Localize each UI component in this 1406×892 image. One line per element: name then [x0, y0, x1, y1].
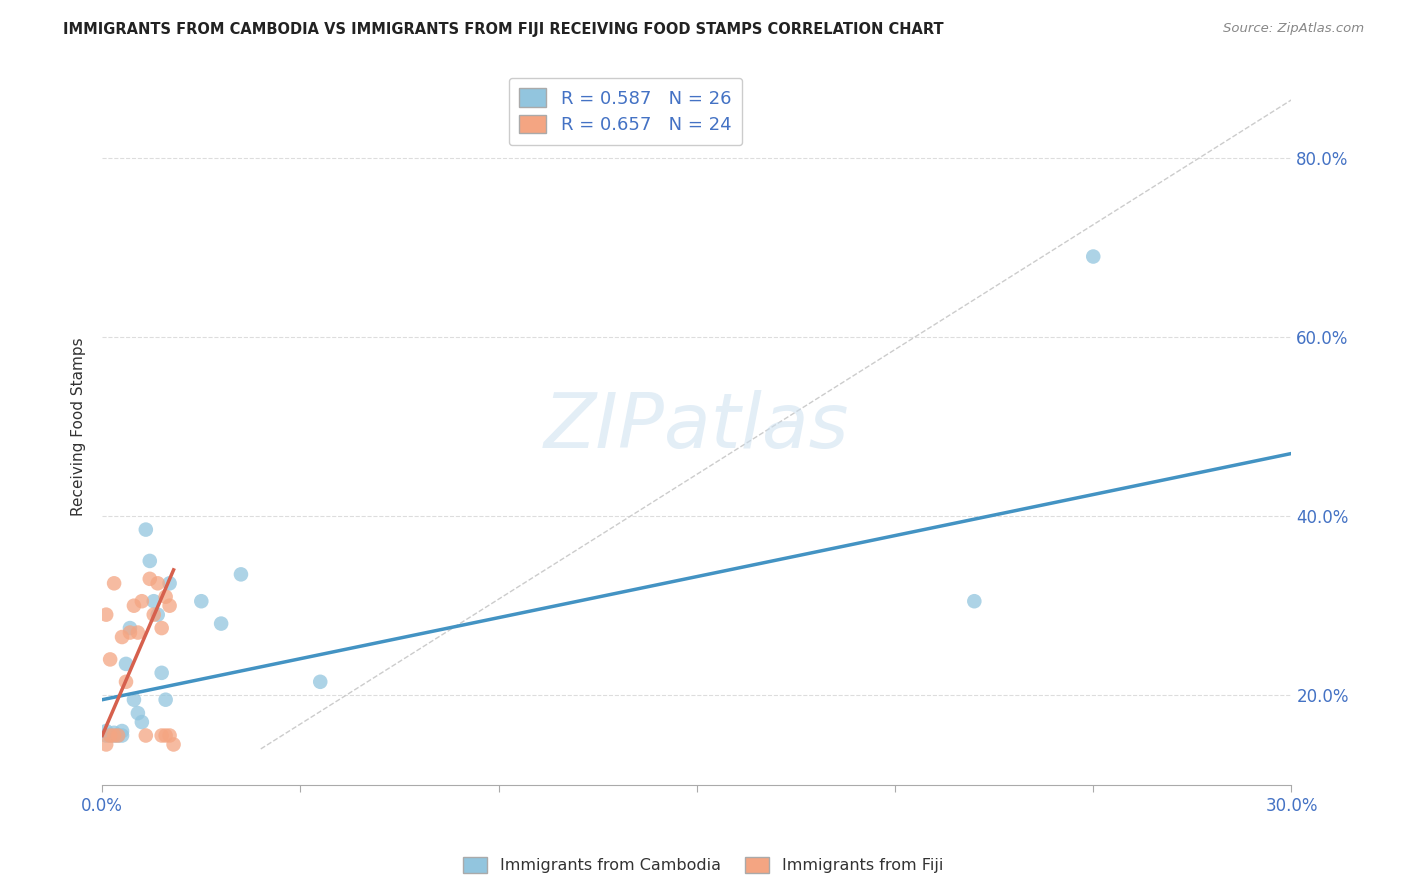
Point	[155, 692, 177, 706]
Point	[127, 706, 149, 720]
Point	[162, 738, 184, 752]
Point	[159, 576, 181, 591]
Point	[96, 724, 118, 739]
Point	[142, 607, 165, 622]
Point	[229, 567, 252, 582]
Point	[98, 729, 121, 743]
Point	[107, 729, 129, 743]
Y-axis label: Receiving Food Stamps: Receiving Food Stamps	[72, 337, 86, 516]
Text: Source: ZipAtlas.com: Source: ZipAtlas.com	[1223, 22, 1364, 36]
Point	[209, 616, 232, 631]
Text: IMMIGRANTS FROM CAMBODIA VS IMMIGRANTS FROM FIJI RECEIVING FOOD STAMPS CORRELATI: IMMIGRANTS FROM CAMBODIA VS IMMIGRANTS F…	[63, 22, 943, 37]
Point	[118, 621, 141, 635]
Point	[135, 729, 157, 743]
Legend: R = 0.587   N = 26, R = 0.657   N = 24: R = 0.587 N = 26, R = 0.657 N = 24	[509, 78, 742, 145]
Point	[135, 523, 157, 537]
Point	[190, 594, 212, 608]
Point	[142, 594, 165, 608]
Point	[139, 572, 162, 586]
Point	[146, 607, 169, 622]
Point	[103, 729, 125, 743]
Point	[127, 625, 149, 640]
Point	[103, 576, 125, 591]
Point	[155, 590, 177, 604]
Point	[155, 729, 177, 743]
Text: ZIPatlas: ZIPatlas	[544, 390, 849, 464]
Point	[146, 576, 169, 591]
Point	[107, 729, 129, 743]
Point	[150, 621, 173, 635]
Point	[111, 724, 134, 739]
Point	[963, 594, 986, 608]
Point	[103, 729, 125, 743]
Point	[131, 715, 153, 730]
Point	[150, 729, 173, 743]
Point	[159, 599, 181, 613]
Point	[115, 657, 138, 671]
Point	[96, 729, 118, 743]
Point	[1083, 250, 1105, 264]
Point	[115, 674, 138, 689]
Point	[103, 726, 125, 740]
Point	[96, 738, 118, 752]
Point	[96, 607, 118, 622]
Point	[150, 665, 173, 680]
Point	[118, 625, 141, 640]
Point	[309, 674, 332, 689]
Point	[111, 630, 134, 644]
Point	[131, 594, 153, 608]
Legend: Immigrants from Cambodia, Immigrants from Fiji: Immigrants from Cambodia, Immigrants fro…	[457, 850, 949, 880]
Point	[139, 554, 162, 568]
Point	[122, 599, 145, 613]
Point	[111, 729, 134, 743]
Point	[122, 692, 145, 706]
Point	[159, 729, 181, 743]
Point	[98, 729, 121, 743]
Point	[98, 652, 121, 666]
